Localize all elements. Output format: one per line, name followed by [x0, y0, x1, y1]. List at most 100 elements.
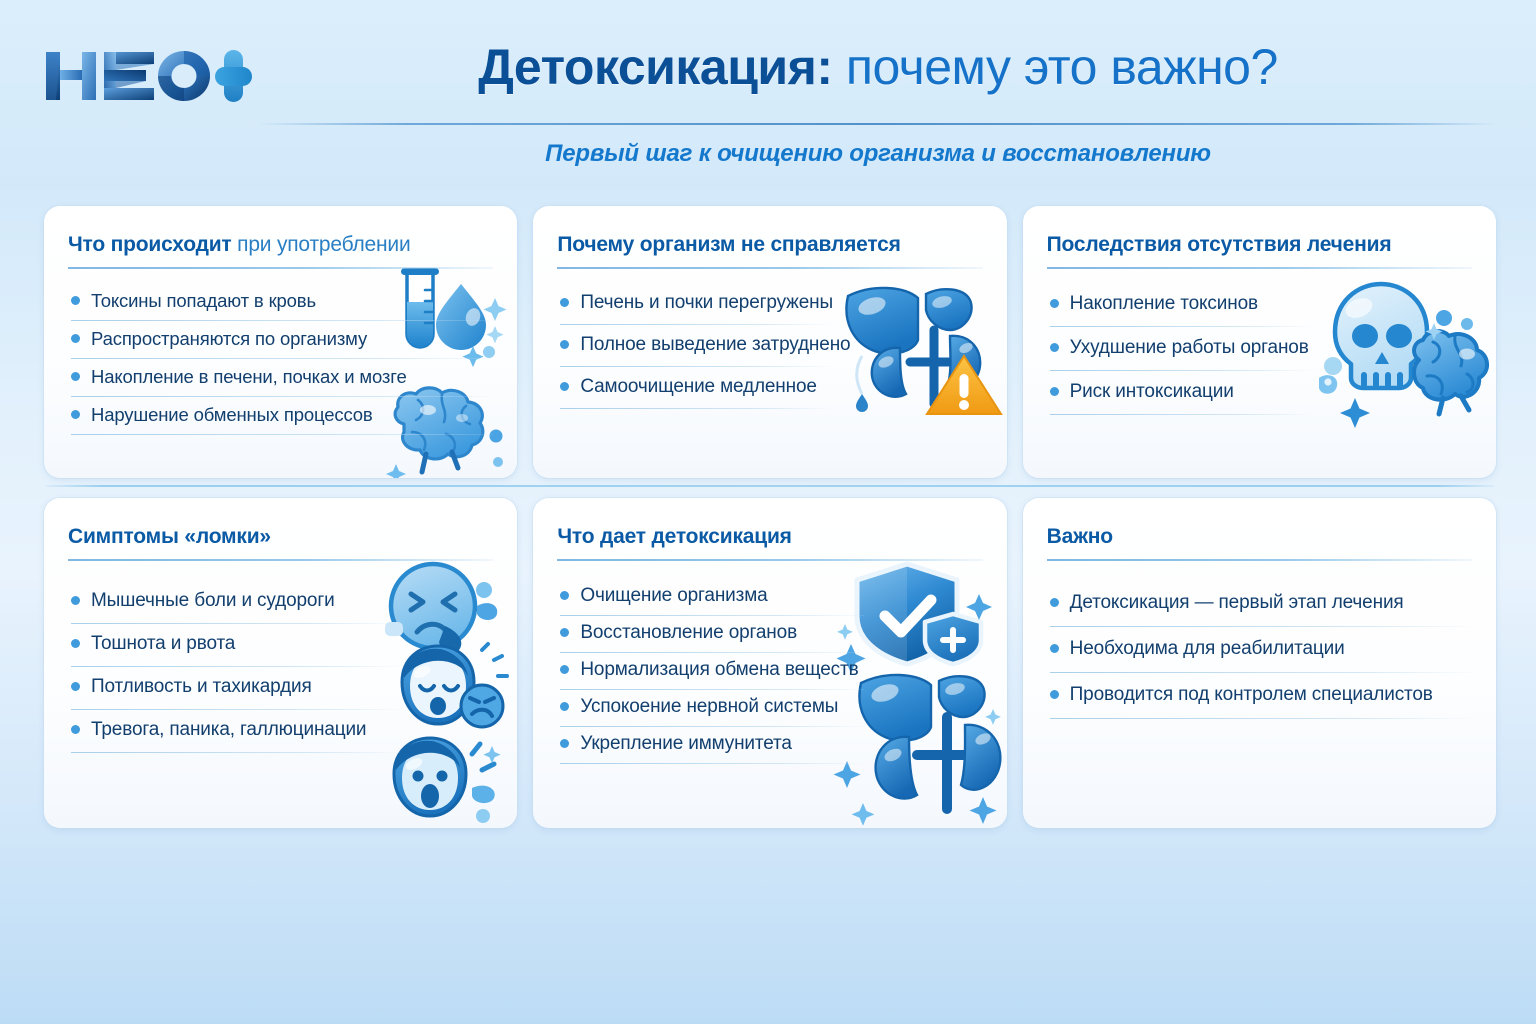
list-item: Укрепление иммунитета: [557, 727, 864, 764]
bullet-dot-icon: [1049, 690, 1059, 699]
list-item-label: Восстановление органов: [580, 622, 798, 643]
card-title-bold: Важно: [1046, 525, 1113, 548]
bullet-dot-icon: [560, 340, 570, 349]
list-item-label: Детоксикация — первый этап лечения: [1069, 592, 1404, 613]
list-item: Очищение организма: [557, 579, 864, 616]
shield-check-icon: [836, 560, 995, 673]
list-item-label: Накопление в печени, почках и мозге: [91, 366, 407, 387]
card-title-divider: [1046, 267, 1472, 269]
rows-divider: [46, 485, 1494, 487]
list-item-label: Проводится под контролем специалистов: [1069, 684, 1433, 705]
list-item: Мышечные боли и судороги: [68, 581, 400, 624]
card-withdrawal-symptoms[interactable]: Симптомы «ломки» Мышечные боли и судорог…: [44, 498, 518, 828]
card-bullet-list: Печень и почки перегружены Полное выведе…: [557, 283, 851, 409]
cards-grid: Что происходит при употреблении Токсины …: [44, 206, 1496, 828]
list-item: Успокоение нервной системы: [557, 690, 864, 727]
card-title: Симптомы «ломки»: [68, 524, 493, 550]
card-title-divider: [1046, 559, 1472, 561]
list-item-label: Ухудшение работы органов: [1069, 337, 1309, 358]
card-title: Что происходит при употреблении: [68, 232, 493, 258]
card-what-happens[interactable]: Что происходит при употреблении Токсины …: [44, 206, 518, 478]
bullet-dot-icon: [560, 591, 570, 600]
card-consequences[interactable]: Последствия отсутствия лечения Накоплени…: [1022, 206, 1496, 478]
list-item-label: Самоочищение медленное: [580, 376, 817, 397]
list-item-label: Нормализация обмена веществ: [580, 659, 859, 680]
list-item-label: Распространяются по организму: [91, 328, 368, 349]
list-item: Необходима для реабилитации: [1047, 627, 1473, 673]
bullet-dot-icon: [71, 596, 80, 605]
card-title-bold: Почему организм не справляется: [557, 233, 901, 256]
bullet-dot-icon: [560, 382, 570, 391]
list-item-label: Очищение организма: [580, 585, 768, 606]
list-item: Потливость и тахикардия: [68, 667, 400, 710]
cards-row-bottom: Симптомы «ломки» Мышечные боли и судорог…: [44, 498, 1496, 828]
card-bullet-list: Накопление токсинов Ухудшение работы орг…: [1047, 283, 1311, 415]
bullet-dot-icon: [71, 372, 80, 381]
card-title: Что дает детоксикация: [557, 524, 982, 550]
list-item-label: Успокоение нервной системы: [580, 696, 839, 717]
list-item: Самоочищение медленное: [557, 367, 830, 409]
list-item: Нарушение обменных процессов: [68, 397, 494, 435]
list-item: Распространяются по организму: [68, 321, 494, 359]
list-item: Детоксикация — первый этап лечения: [1047, 581, 1473, 627]
bullet-dot-icon: [71, 410, 80, 419]
bullet-dot-icon: [71, 296, 80, 305]
card-bullet-list: Токсины попадают в кровь Распространяютс…: [68, 283, 494, 435]
bullet-dot-icon: [71, 725, 80, 734]
list-item-label: Накопление токсинов: [1069, 293, 1258, 314]
liver-kidneys-warning-icon: [838, 278, 1003, 418]
bullet-dot-icon: [71, 639, 80, 648]
page-title-light: почему это важно?: [832, 39, 1278, 95]
skull-brain-icon: [1315, 280, 1496, 428]
list-item-label: Потливость и тахикардия: [91, 676, 312, 697]
card-detox-benefits[interactable]: Что дает детоксикация Очищение организма…: [533, 498, 1007, 828]
bullet-dot-icon: [560, 702, 570, 711]
card-bullet-list: Детоксикация — первый этап лечения Необх…: [1047, 581, 1473, 719]
list-item-label: Полное выведение затруднено: [580, 334, 851, 355]
list-item: Нормализация обмена веществ: [557, 653, 864, 690]
bullet-dot-icon: [1049, 387, 1059, 396]
bullet-dot-icon: [1049, 598, 1059, 607]
list-item: Токсины попадают в кровь: [68, 283, 494, 321]
card-title-divider: [68, 559, 494, 561]
list-item: Печень и почки перегружены: [557, 283, 833, 325]
list-item: Проводится под контролем специалистов: [1047, 673, 1473, 719]
card-title-light: при употреблении: [231, 233, 411, 256]
list-item-label: Тошнота и рвота: [91, 633, 236, 654]
bullet-dot-icon: [1049, 343, 1059, 352]
list-item: Накопление токсинов: [1047, 283, 1311, 327]
page-title-bold: Детоксикация:: [478, 39, 833, 95]
card-title: Последствия отсутствия лечения: [1047, 232, 1472, 258]
card-title: Важно: [1047, 524, 1472, 550]
list-item-label: Укрепление иммунитета: [580, 733, 792, 754]
list-item-label: Мышечные боли и судороги: [91, 590, 335, 611]
page-header: Детоксикация: почему это важно? Первый ш…: [0, 0, 1536, 190]
page-subtitle: Первый шаг к очищению организма и восста…: [545, 140, 1211, 167]
bullet-dot-icon: [71, 334, 80, 343]
card-why-body-fails[interactable]: Почему организм не справляется Печень и …: [533, 206, 1007, 478]
list-item: Тошнота и рвота: [68, 624, 400, 667]
page-title: Детоксикация: почему это важно?: [250, 38, 1506, 96]
bullet-dot-icon: [560, 298, 570, 307]
cards-row-top: Что происходит при употреблении Токсины …: [44, 206, 1496, 478]
card-important[interactable]: Важно Детоксикация — первый этап лечения…: [1022, 498, 1496, 828]
list-item-label: Риск интоксикации: [1069, 381, 1234, 402]
sick-face-icon: [381, 560, 511, 655]
card-title: Почему организм не справляется: [557, 232, 982, 258]
liver-kidneys-icon: [833, 669, 1003, 826]
list-item-label: Печень и почки перегружены: [580, 292, 834, 313]
bullet-dot-icon: [560, 665, 570, 674]
card-bullet-list: Очищение организма Восстановление органо…: [557, 579, 864, 764]
card-title-divider: [557, 559, 983, 561]
card-title-bold: Симптомы «ломки»: [68, 525, 271, 548]
list-item: Тревога, паника, галлюцинации: [68, 710, 400, 753]
card-title-divider: [68, 267, 494, 269]
card-bullet-list: Мышечные боли и судороги Тошнота и рвота…: [68, 581, 400, 753]
list-item-label: Тревога, паника, галлюцинации: [91, 719, 367, 740]
list-item: Риск интоксикации: [1047, 371, 1311, 415]
list-item: Полное выведение затруднено: [557, 325, 851, 367]
card-title-bold: Последствия отсутствия лечения: [1046, 233, 1392, 256]
bullet-dot-icon: [71, 682, 80, 691]
bullet-dot-icon: [1049, 644, 1059, 653]
list-item: Накопление в печени, почках и мозге: [68, 359, 494, 397]
